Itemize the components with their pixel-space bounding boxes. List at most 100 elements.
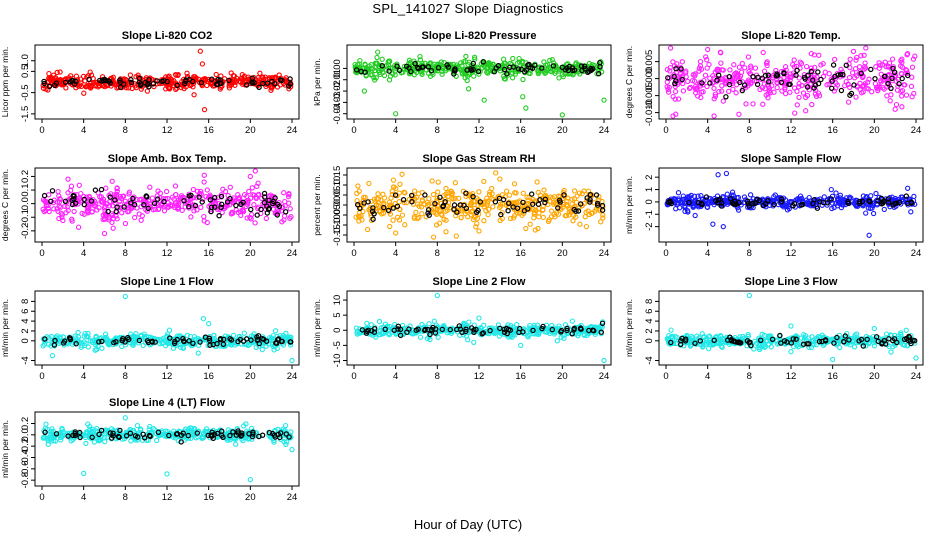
data-point-black bbox=[815, 80, 822, 87]
data-point-black bbox=[364, 328, 370, 335]
data-point-black bbox=[248, 337, 254, 343]
data-point bbox=[417, 53, 423, 60]
data-point bbox=[375, 191, 381, 197]
data-point bbox=[69, 216, 75, 222]
data-point bbox=[824, 82, 830, 88]
data-point-black bbox=[505, 207, 511, 214]
x-tick-label: 20 bbox=[557, 125, 568, 136]
data-point bbox=[790, 61, 796, 68]
data-point bbox=[847, 194, 853, 200]
x-tick-label: 4 bbox=[81, 248, 86, 259]
data-point bbox=[217, 86, 223, 92]
data-point-black bbox=[843, 62, 850, 69]
data-point-black bbox=[142, 79, 148, 86]
data-point bbox=[144, 88, 151, 94]
x-tick-label: 0 bbox=[351, 248, 356, 259]
data-point-black bbox=[88, 198, 95, 204]
data-point-black bbox=[217, 336, 224, 342]
data-point bbox=[726, 88, 732, 95]
data-point-black bbox=[470, 193, 476, 200]
series-points bbox=[353, 170, 606, 240]
x-tick-label: 12 bbox=[786, 125, 797, 136]
data-point-black bbox=[254, 212, 260, 218]
panel-title: Slope Sample Flow bbox=[741, 153, 842, 165]
data-point bbox=[900, 341, 906, 348]
data-point-black bbox=[804, 84, 811, 90]
data-point bbox=[719, 83, 725, 89]
data-point-black bbox=[810, 77, 816, 83]
data-point bbox=[179, 207, 185, 214]
data-point bbox=[80, 193, 87, 200]
data-point bbox=[56, 215, 62, 222]
data-point bbox=[416, 203, 422, 209]
data-point-black bbox=[121, 204, 127, 210]
data-point-black bbox=[885, 196, 892, 202]
data-point bbox=[549, 57, 555, 63]
data-point bbox=[527, 322, 533, 329]
x-tick-label: 20 bbox=[245, 248, 256, 259]
data-point bbox=[899, 104, 905, 110]
data-point bbox=[837, 192, 844, 198]
data-point bbox=[704, 83, 710, 90]
data-point-black bbox=[261, 194, 268, 200]
data-point bbox=[184, 332, 190, 339]
data-point bbox=[43, 198, 49, 205]
data-point bbox=[794, 88, 800, 95]
data-point bbox=[399, 212, 406, 218]
data-point bbox=[390, 217, 396, 223]
data-point bbox=[206, 193, 213, 200]
data-point-black bbox=[510, 204, 516, 210]
data-point bbox=[154, 437, 160, 444]
data-point-black bbox=[397, 332, 404, 339]
data-point bbox=[358, 213, 364, 219]
y-tick-label: -0.5 bbox=[20, 84, 31, 100]
data-point bbox=[566, 212, 572, 218]
outlier-point bbox=[197, 48, 203, 54]
data-point-black bbox=[703, 194, 710, 200]
data-point bbox=[736, 64, 743, 70]
x-tick-label: 24 bbox=[287, 371, 298, 382]
data-point bbox=[272, 427, 278, 434]
data-point-black bbox=[738, 340, 744, 346]
data-point-black bbox=[69, 77, 76, 84]
data-point-black bbox=[386, 68, 392, 74]
data-point bbox=[464, 77, 470, 84]
data-point-black bbox=[510, 64, 517, 70]
data-point bbox=[76, 182, 82, 188]
series-points bbox=[40, 168, 294, 237]
data-point bbox=[712, 334, 719, 341]
data-point bbox=[695, 193, 701, 199]
data-point bbox=[54, 69, 60, 76]
data-point-black bbox=[896, 81, 902, 87]
data-point bbox=[889, 77, 895, 84]
y-tick-label: 10 bbox=[332, 295, 343, 306]
y-tick-label: -0.2 bbox=[20, 438, 31, 454]
outlier-point bbox=[736, 111, 742, 117]
data-point bbox=[536, 64, 542, 71]
x-tick-label: 20 bbox=[245, 125, 256, 136]
data-point-black bbox=[385, 207, 392, 214]
data-point bbox=[880, 62, 886, 68]
data-point-black bbox=[818, 76, 824, 83]
data-point-black bbox=[73, 341, 79, 347]
data-point bbox=[681, 343, 687, 349]
data-point-black bbox=[111, 340, 117, 346]
data-point-black bbox=[535, 201, 542, 207]
data-point bbox=[759, 85, 766, 91]
data-point-black bbox=[858, 70, 864, 77]
data-point-black bbox=[275, 336, 282, 342]
data-point-black bbox=[226, 77, 232, 84]
data-point bbox=[404, 326, 410, 332]
data-point bbox=[155, 188, 161, 194]
data-point bbox=[85, 330, 91, 337]
data-point-black bbox=[107, 80, 114, 86]
data-point-black bbox=[766, 79, 772, 85]
data-point-black bbox=[136, 337, 143, 344]
data-point bbox=[196, 336, 203, 343]
data-point bbox=[833, 190, 839, 196]
data-point bbox=[791, 72, 797, 78]
data-point bbox=[461, 58, 467, 65]
data-point bbox=[88, 72, 95, 78]
series-points bbox=[352, 49, 607, 118]
